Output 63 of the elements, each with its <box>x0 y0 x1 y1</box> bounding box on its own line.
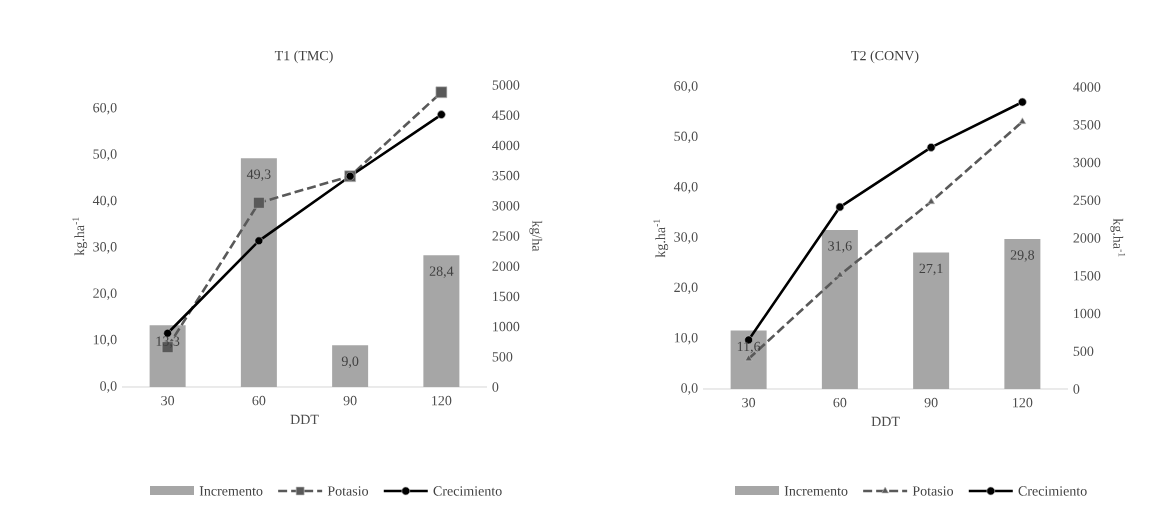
x-tick-label: 90 <box>343 395 357 406</box>
legend-label: Potasio <box>912 486 954 496</box>
y-tick-label: 10,0 <box>674 332 698 345</box>
y-tick-label: 20,0 <box>674 282 698 295</box>
y2-tick-label: 4000 <box>1073 82 1101 92</box>
y2-tick-label: 2000 <box>492 261 520 271</box>
y2-tick-label: 500 <box>492 352 513 362</box>
legend-label: Incremento <box>784 486 848 496</box>
y2-tick-label: 0 <box>1073 384 1080 394</box>
y-tick-label: 20,0 <box>93 288 117 300</box>
y2-tick-label: 2500 <box>1073 195 1101 205</box>
y-tick-label: 60,0 <box>674 81 698 93</box>
y2-tick-label: 1500 <box>1074 271 1101 281</box>
x-tick-label: 90 <box>924 397 938 408</box>
x-tick-label: 120 <box>432 395 452 406</box>
y2-tick-label: 5000 <box>492 80 520 90</box>
y2-tick-label: 3500 <box>1073 120 1101 130</box>
legend-label: Incremento <box>199 486 263 496</box>
y2-tick-label: 3000 <box>492 201 520 211</box>
y-tick-label: 60,0 <box>93 102 117 115</box>
legend-label: Crecimiento <box>1018 486 1087 496</box>
x-tick-label: 60 <box>833 397 847 408</box>
x-tick-label: 30 <box>161 395 175 406</box>
x-tick-label: 120 <box>1013 397 1033 408</box>
y2-tick-label: 1000 <box>1074 308 1101 319</box>
data-label: 28,4 <box>429 266 454 278</box>
x-axis-title: DDT <box>871 416 900 427</box>
y-tick-label: 40,0 <box>673 181 698 194</box>
y2-tick-label: 3500 <box>492 170 520 181</box>
y2-tick-label: 3000 <box>1073 157 1101 168</box>
chart-title: T2 (CONV) <box>851 50 919 64</box>
data-label: 29,8 <box>1010 250 1035 262</box>
y-tick-label: 30,0 <box>93 242 117 254</box>
y-tick-label: 30,0 <box>674 232 698 244</box>
data-label: 31,6 <box>828 241 852 253</box>
y-tick-label: 50,0 <box>93 149 117 161</box>
y2-axis-title: kg/ha <box>529 220 543 252</box>
y2-tick-label: 2500 <box>492 231 520 241</box>
legend-label: Potasio <box>327 486 369 496</box>
y-axis-title: kg.ha$^{-1}$ <box>653 219 669 258</box>
legend-label: Crecimiento <box>433 486 502 496</box>
x-axis-title: DDT <box>290 414 319 425</box>
y2-tick-label: 1500 <box>493 291 520 302</box>
y2-tick-label: 2000 <box>1073 233 1101 243</box>
y2-tick-label: 4000 <box>492 140 520 151</box>
y-tick-label: 40,0 <box>92 195 117 208</box>
y-tick-label: 0,0 <box>681 383 698 395</box>
y2-tick-label: 1000 <box>493 321 520 332</box>
y-axis-title: kg.ha$^{-1}$ <box>72 217 88 256</box>
y2-tick-label: 4500 <box>492 110 520 120</box>
y2-tick-label: 500 <box>1073 346 1094 356</box>
data-label: 9,0 <box>341 356 359 368</box>
y2-tick-label: 0 <box>492 382 499 392</box>
data-label: 49,3 <box>246 169 271 181</box>
y-tick-label: 0,0 <box>100 381 117 393</box>
x-tick-label: 30 <box>742 397 756 408</box>
chart-title: T1 (TMC) <box>274 50 333 64</box>
y2-axis-title: kg.ha$^{-1}$ <box>1110 218 1126 257</box>
data-label: 11,6 <box>737 341 761 354</box>
y-tick-label: 50,0 <box>674 131 698 144</box>
x-tick-label: 60 <box>252 395 266 406</box>
y-tick-label: 10,0 <box>93 334 117 347</box>
data-label: 27,1 <box>919 263 943 276</box>
